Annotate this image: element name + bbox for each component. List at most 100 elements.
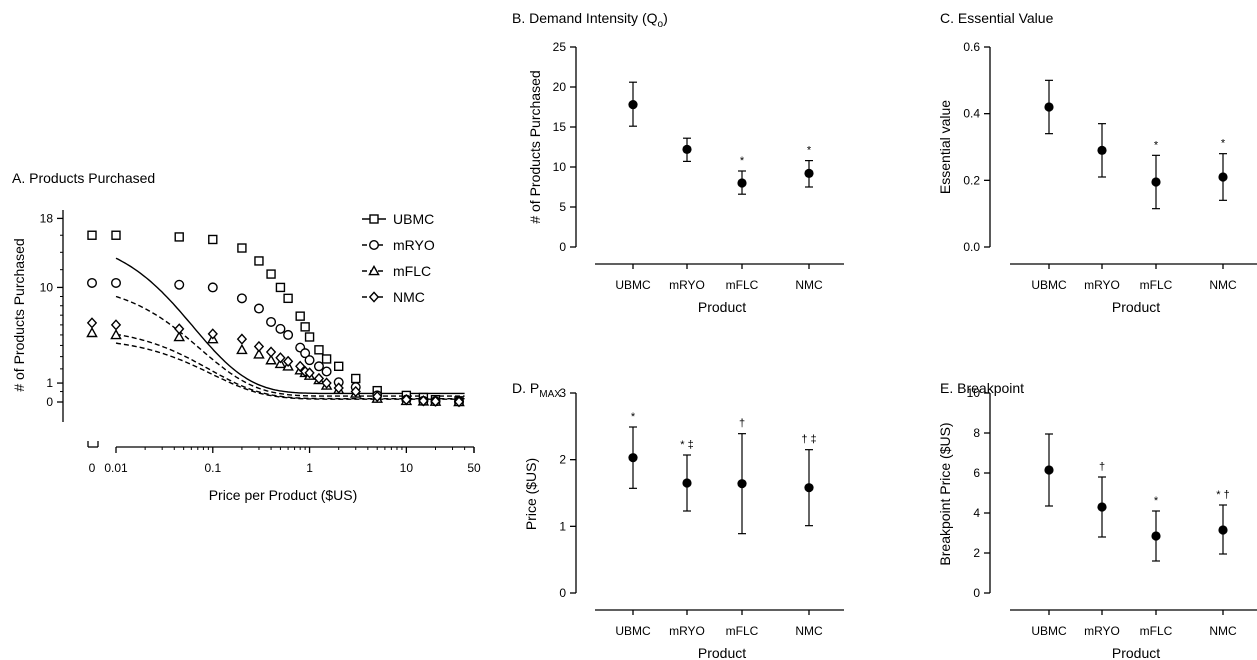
panel-a-point-nmc: [236, 333, 248, 345]
panel-e-y-tick-label: 2: [973, 546, 980, 560]
panel-c-title: C. Essential Value: [940, 10, 1054, 26]
panel-a-point-mryo: [174, 279, 185, 290]
panel-c-mflc-significance: *: [1154, 139, 1159, 151]
panel-d-mryo-significance: * ‡: [680, 439, 693, 451]
panel-a-point-nmc: [401, 394, 412, 406]
panel-d-y-label: Price ($US): [523, 458, 539, 530]
panel-a-point-ubmc: [283, 293, 293, 304]
panel-a-legend-marker: [369, 214, 379, 224]
panel-a-point-nmc: [313, 372, 325, 385]
panel-d-x-tick-label: mFLC: [726, 624, 759, 638]
panel-b-x-tick-label: mRYO: [669, 278, 705, 292]
panel-b-nmc-significance: *: [807, 145, 812, 157]
panel-a-x-tick-label: 0.1: [204, 461, 221, 475]
panel-c-x-tick-label: mRYO: [1084, 278, 1120, 292]
panel-b-x-tick-label: mFLC: [726, 278, 759, 292]
panel-a-legend-label: UBMC: [393, 211, 434, 227]
panel-a-point-nmc: [275, 352, 286, 364]
panel-a-point-nmc: [110, 319, 122, 331]
panel-a-fit-line-nmc: [115, 333, 465, 400]
panel-b-y-tick-label: 10: [553, 160, 567, 174]
panel-a-x-tick-label: 0.01: [104, 461, 128, 475]
panel-a-x-tick-label: 1: [306, 461, 313, 475]
panel-a-legend-label: mRYO: [393, 237, 435, 253]
panel-a-point-nmc: [372, 390, 383, 403]
panel-a-point-nmc: [321, 377, 332, 389]
panel-a-point-ubmc: [275, 282, 286, 293]
panel-a: [57, 210, 475, 453]
panel-b-y-tick-label: 15: [553, 120, 567, 134]
panel-e-x-tick-label: mRYO: [1084, 624, 1120, 638]
panel-d-y-tick-label: 1: [559, 519, 566, 533]
panel-d-mryo-point: [682, 478, 692, 488]
panel-d-ubmc-significance: *: [631, 411, 636, 423]
panel-a-point-nmc: [418, 395, 429, 407]
panel-a-point-nmc: [174, 323, 185, 335]
panel-c: C. Essential Value: [940, 10, 1257, 269]
panel-c-ubmc-point: [1044, 102, 1054, 112]
panel-b-y-tick-label: 20: [553, 80, 567, 94]
panel-a-point-ubmc: [208, 234, 218, 245]
panel-d-x-tick-label: mRYO: [669, 624, 705, 638]
panel-d-y-tick-label: 3: [559, 386, 566, 400]
panel-e-ubmc-point: [1044, 465, 1054, 475]
panel-b-nmc-point: [804, 168, 814, 178]
panel-a-title: A. Products Purchased: [12, 170, 155, 186]
panel-a-legend-marker: [368, 291, 380, 303]
panel-a-point-mryo: [304, 355, 315, 366]
panel-a-y-tick-label: 0: [46, 395, 53, 409]
panel-c-nmc-significance: *: [1221, 138, 1226, 150]
panel-d-title-subscript: MAX: [539, 389, 561, 400]
panel-a-point-nmc: [350, 385, 361, 398]
panel-a-point-mflc: [110, 328, 122, 340]
panel-a-point-nmc: [86, 317, 98, 329]
panel-a-legend-marker: [368, 264, 380, 276]
panel-a-point-mflc: [236, 343, 248, 355]
panel-a-point-ubmc: [334, 361, 344, 372]
panel-a-point-nmc: [282, 355, 294, 367]
panel-a-point-nmc: [333, 382, 344, 394]
panel-a-point-mryo: [207, 282, 218, 293]
panel-e-y-tick-label: 8: [973, 426, 980, 440]
panel-a-point-ubmc: [300, 322, 310, 332]
panel-e-x-tick-label: mFLC: [1140, 624, 1173, 638]
panel-a-point-mryo: [275, 323, 286, 334]
panel-a-y-tick-label: 1: [46, 376, 53, 390]
panel-e-mryo-significance: †: [1099, 461, 1105, 473]
panel-b-y-tick-label: 0: [559, 240, 566, 254]
panel-a-fit-line-mflc: [115, 342, 465, 400]
panel-e-mflc-point: [1151, 531, 1161, 541]
panel-a-point-mryo: [313, 361, 324, 372]
panel-c-mflc-point: [1151, 177, 1161, 187]
panel-a-point-nmc: [430, 395, 441, 407]
panel-e-nmc-significance: * †: [1216, 489, 1229, 501]
panel-a-point-ubmc: [304, 332, 315, 342]
panel-a-legend-marker: [369, 239, 380, 250]
panel-a-legend-label: mFLC: [393, 263, 431, 279]
panel-a-point-mryo: [300, 348, 311, 359]
panel-d-x-tick-label: NMC: [795, 624, 823, 638]
panel-a-point-nmc: [304, 367, 315, 379]
panel-e-y-tick-label: 6: [973, 466, 980, 480]
panel-e-x-tick-label: NMC: [1209, 624, 1237, 638]
panel-c-mryo-point: [1097, 145, 1107, 155]
panel-a-point-ubmc: [174, 232, 184, 242]
panel-a-x-tick-label: 10: [400, 461, 414, 475]
panel-a-point-mryo: [236, 293, 247, 304]
panel-a-fit-line-mryo: [115, 295, 465, 397]
panel-a-point-mryo: [253, 303, 264, 314]
panel-e-mflc-significance: *: [1154, 495, 1159, 507]
panel-d-y-tick-label: 2: [559, 453, 566, 467]
panel-d-mflc-point: [737, 479, 747, 489]
panel-d-ubmc-point: [628, 453, 638, 463]
panel-b-title-main: B. Demand Intensity (Q: [512, 10, 658, 26]
panel-e-x-label: Product: [1112, 645, 1160, 660]
panel-a-point-nmc: [453, 396, 465, 408]
panel-b-mflc-point: [737, 178, 747, 188]
panel-e-x-tick-label: UBMC: [1031, 624, 1067, 638]
panel-b-ubmc-point: [628, 100, 638, 110]
panel-e-y-label: Breakpoint Price ($US): [937, 422, 953, 565]
panel-c-y-tick-label: 0.6: [963, 40, 980, 54]
panel-a-point-mryo: [86, 277, 97, 288]
panel-b: B. Demand Intensity (Qo): [512, 10, 844, 269]
